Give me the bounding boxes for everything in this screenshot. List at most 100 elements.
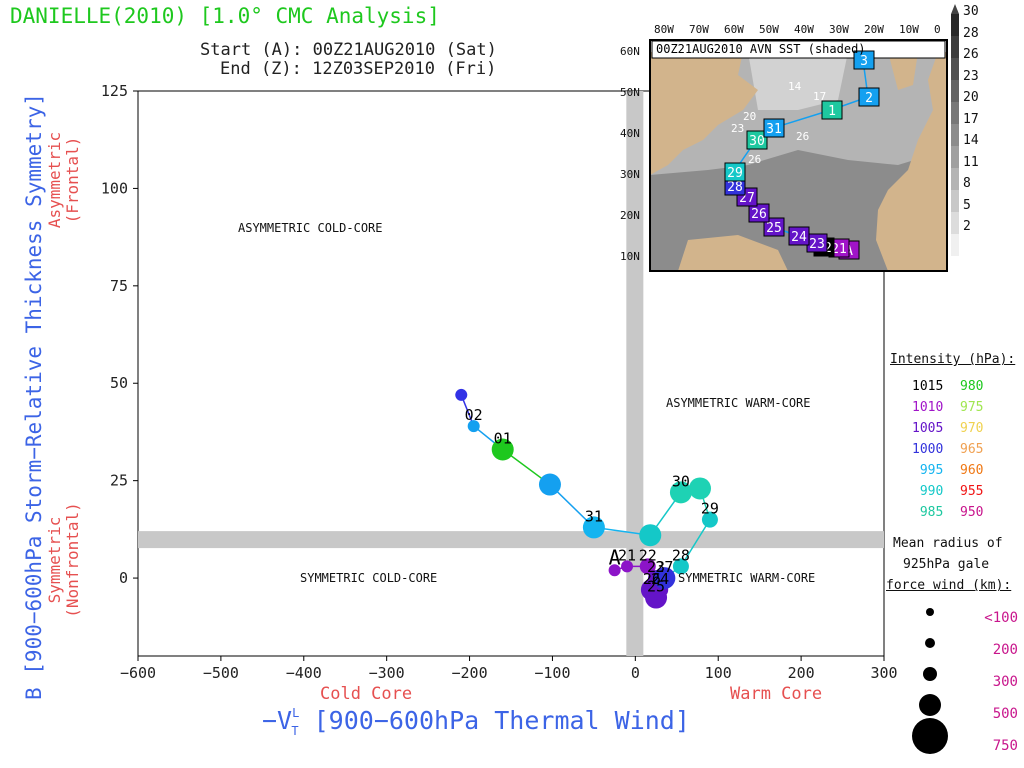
inset-colorbar-cell [951, 190, 959, 212]
inset-lon-label: 20W [864, 23, 884, 36]
inset-track-label: 30 [749, 134, 765, 149]
track-label: A [609, 545, 621, 569]
inset-colorbar-label: 17 [963, 111, 979, 127]
track-point [701, 511, 718, 528]
track-point [672, 558, 689, 575]
inset-lat-label: 30N [620, 168, 640, 181]
inset-colorbar-arrow [951, 4, 959, 14]
radius-legend-title-3: force wind (km): [886, 578, 1012, 593]
inset-track-label: 2 [865, 91, 873, 106]
asymmetric-frontal-label: Asymmetric (Frontal) [45, 115, 82, 245]
inset-track-label: 24 [791, 230, 807, 245]
inset-track-box [746, 130, 768, 150]
intensity-legend-item: 1000 [912, 442, 944, 457]
inset-colorbar-cell [951, 102, 959, 124]
y-tick-label: 75 [110, 277, 128, 295]
intensity-legend-item: 950 [960, 505, 984, 520]
inset-title: 00Z21AUG2010 AVN SST (shaded) [656, 42, 866, 56]
x-tick-label: 200 [788, 664, 815, 682]
inset-colorbar-label: 14 [963, 133, 979, 148]
quadrant-asym-warm: ASYMMETRIC WARM-CORE [666, 396, 811, 410]
inset-colorbar-label: 2 [963, 219, 971, 234]
intensity-legend-item: 965 [960, 442, 984, 457]
inset-colorbar-label: 30 [963, 4, 979, 19]
inset-lon-label: 0 [934, 23, 941, 36]
intensity-legend-item: 985 [919, 505, 944, 520]
x-tick-label: −400 [286, 664, 322, 682]
inset-lat-label: 50N [620, 86, 640, 99]
inset-colorbar-cell [951, 58, 959, 80]
radius-legend-labels: <100 200 300 500 750 [972, 602, 1018, 762]
inset-track-box [858, 87, 880, 107]
track-segment [680, 519, 711, 567]
cold-core-label: Cold Core [320, 684, 413, 704]
symmetric-label: Symmetric [45, 516, 64, 604]
inset-lon-label: 10W [899, 23, 919, 36]
radius-legend-dot [919, 694, 941, 716]
y-tick-label: 0 [119, 569, 128, 587]
radius-legend-dot [926, 608, 934, 616]
inset-cold-ocean [748, 52, 848, 110]
intensity-legend-item: 1005 [912, 421, 944, 436]
inset-track-box [748, 203, 770, 223]
inset-track-label: 25 [766, 221, 782, 236]
inset-colorbar-label: 20 [963, 90, 979, 105]
quadrant-sym-warm: SYMMETRIC WARM-CORE [678, 571, 816, 585]
intensity-legend-item: 955 [960, 484, 984, 499]
intensity-legend-title: Intensity (hPa): [890, 352, 1016, 367]
y-tick-label: 100 [101, 179, 128, 197]
y-tick-label: 50 [110, 374, 128, 392]
inset-track-box [724, 162, 746, 182]
inset-contour-label: 26 [796, 130, 809, 143]
inset-colorbar-cell [951, 36, 959, 58]
x-tick-label: 300 [870, 664, 897, 682]
track-label: 29 [701, 500, 719, 518]
track-label: 23 [647, 558, 665, 576]
inset-track-label: 3 [860, 54, 868, 69]
radius-legend-title-2: 925hPa gale [903, 557, 990, 572]
inset-lat-label: 10N [620, 250, 640, 263]
inset-track-label: 1 [828, 104, 836, 119]
intensity-legend-item: 990 [919, 484, 944, 499]
inset-track-label: 31 [766, 122, 782, 137]
radius-legend-title-1: Mean radius of [893, 536, 1003, 551]
radius-legend-dot [923, 667, 937, 681]
asymmetric-label: Asymmetric [45, 131, 64, 229]
track-point [538, 473, 561, 496]
track-label: 21 [618, 546, 636, 564]
radius-legend-dot [925, 638, 935, 648]
track-point [653, 567, 676, 590]
inset-track-label: 21 [831, 242, 847, 257]
inset-contour-label: 26 [748, 153, 761, 166]
x-axis-title-sup: L [292, 706, 300, 720]
intensity-legend-item: 995 [919, 463, 944, 478]
inset-lon-label: 60W [724, 23, 744, 36]
track-point [582, 516, 605, 539]
x-axis-title-rest: [900−600hPa Thermal Wind] [298, 706, 690, 735]
inset-colorbar-label: 11 [963, 154, 979, 170]
track-point [639, 558, 656, 575]
inset-colorbar-label: 26 [963, 47, 979, 62]
radius-legend-group [912, 608, 948, 754]
chart-title: DANIELLE(2010) [1.0° CMC Analysis] [10, 4, 440, 28]
intensity-legend-item: 960 [960, 463, 984, 478]
inset-track-label: 23 [809, 237, 825, 252]
inset-lat-label: 20N [620, 209, 640, 222]
inset-contour-label: 17 [813, 90, 826, 103]
track-point [639, 524, 662, 547]
inset-contour-label: 23 [731, 122, 744, 135]
inset-colorbar-cell [951, 234, 959, 256]
track-point [491, 438, 514, 461]
intensity-legend-col2: 980 975 970 965 960 955 950 [960, 376, 983, 523]
zero-y-band [138, 531, 884, 549]
inset-land-na [650, 52, 758, 175]
x-axis-title-sub: T [291, 724, 299, 738]
quadrant-asym-cold: ASYMMETRIC COLD-CORE [238, 221, 383, 235]
radius-legend-label: 300 [992, 674, 1018, 690]
inset-colorbar-cell [951, 168, 959, 190]
intensity-legend-col1: 1015 1010 1005 1000 995 990 985 [912, 376, 943, 523]
x-tick-label: −200 [451, 664, 487, 682]
track-label: 02 [465, 406, 483, 424]
y-tick-label: 25 [110, 472, 128, 490]
